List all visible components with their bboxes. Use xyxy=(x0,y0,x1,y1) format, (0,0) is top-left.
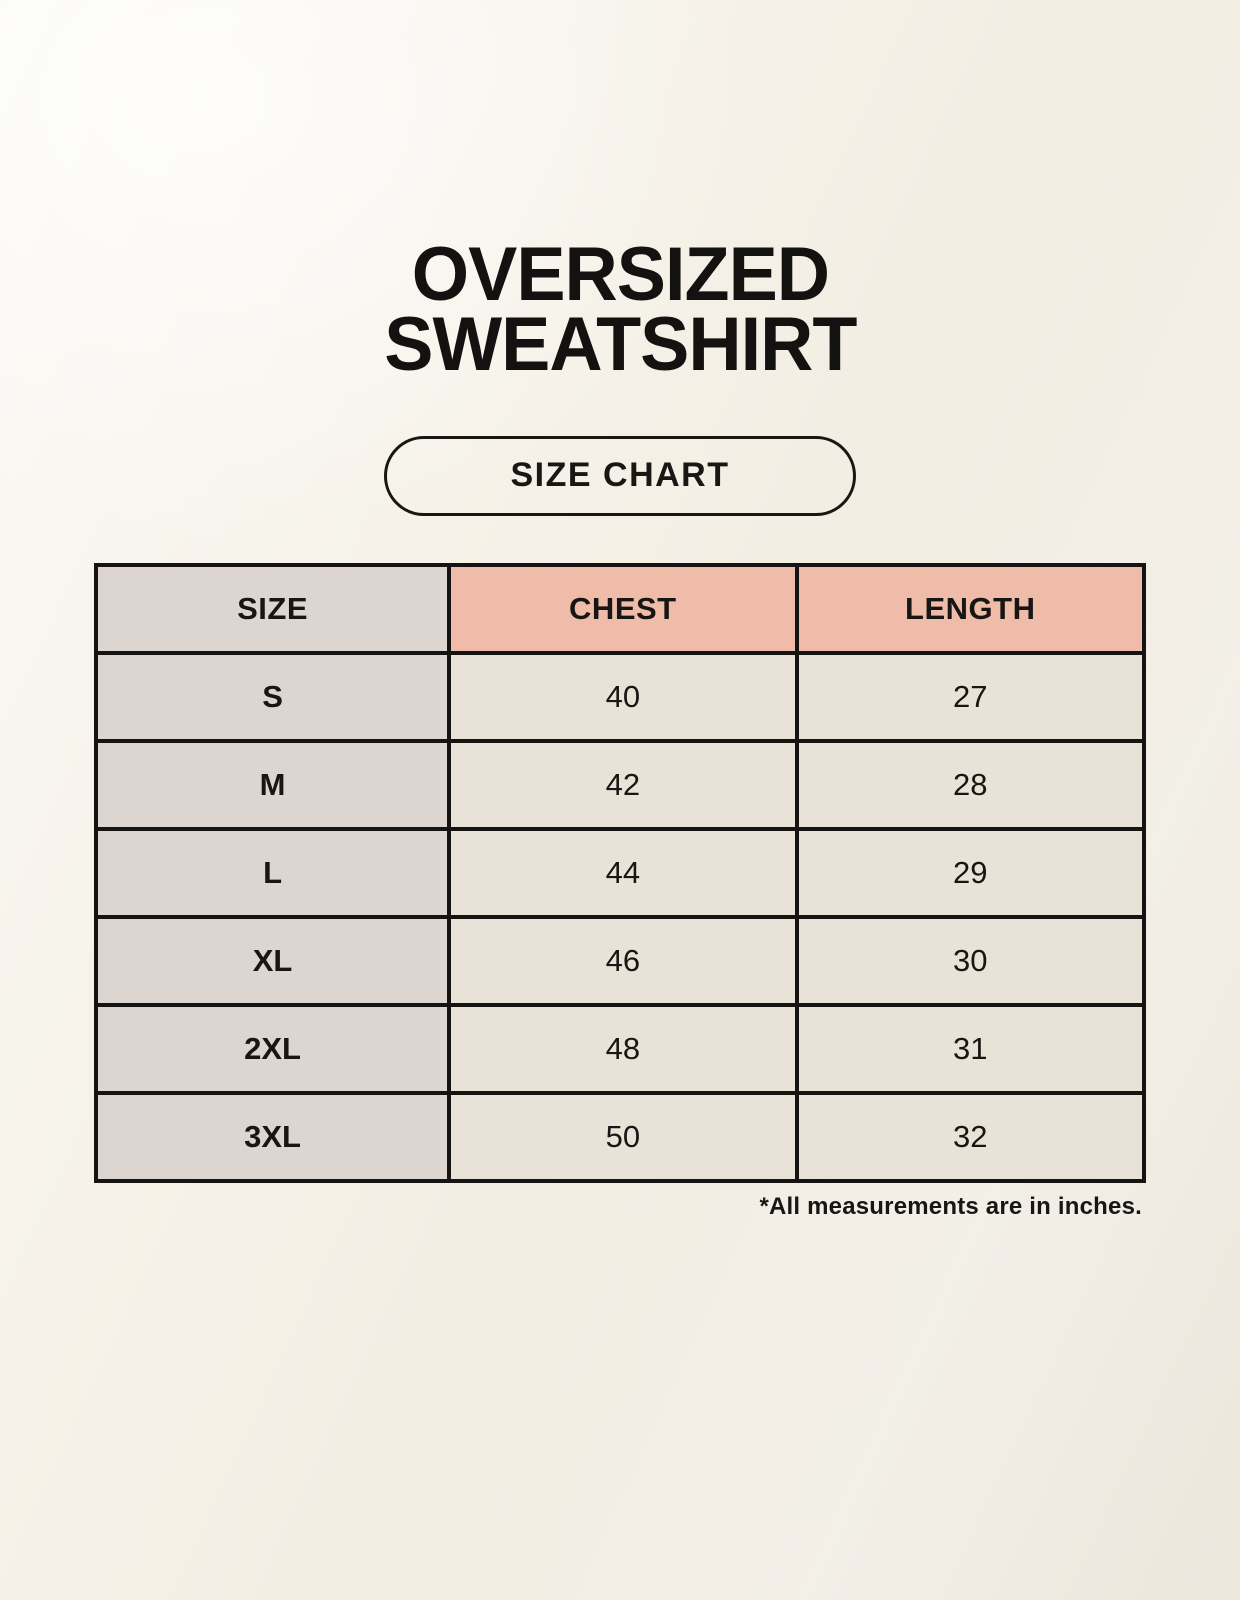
column-header-length: LENGTH xyxy=(794,562,1147,655)
length-value: 29 xyxy=(794,826,1147,919)
chest-value: 50 xyxy=(447,1090,799,1183)
product-title: OVERSIZED SWEATSHIRT xyxy=(383,232,857,387)
column-header-size: SIZE xyxy=(93,562,452,655)
length-value: 31 xyxy=(794,1002,1147,1095)
chest-value: 44 xyxy=(447,826,799,919)
size-label: 3XL xyxy=(93,1090,452,1183)
table-row-m: M 42 28 xyxy=(93,738,1147,831)
table-row-2xl: 2XL 48 31 xyxy=(93,1002,1147,1095)
measurements-footnote: *All measurements are in inches. xyxy=(759,1192,1142,1220)
product-title-line-2: SWEATSHIRT xyxy=(383,301,857,387)
size-chart-table-container: SIZE CHEST LENGTH S 40 27 M 42 28 L xyxy=(93,562,1147,1183)
size-chart-table: SIZE CHEST LENGTH S 40 27 M 42 28 L xyxy=(93,562,1147,1183)
length-value: 27 xyxy=(794,650,1147,743)
length-value: 30 xyxy=(794,914,1147,1007)
product-title-line-1: OVERSIZED xyxy=(411,232,829,317)
table-row-3xl: 3XL 50 32 xyxy=(93,1090,1147,1183)
table-row-l: L 44 29 xyxy=(93,826,1147,919)
chest-value: 48 xyxy=(447,1002,799,1095)
size-label: S xyxy=(93,650,452,743)
table-header-row: SIZE CHEST LENGTH xyxy=(93,562,1147,655)
size-label: L xyxy=(93,826,452,919)
table-row-s: S 40 27 xyxy=(93,650,1147,743)
size-label: 2XL xyxy=(93,1002,452,1095)
size-chart-badge[interactable]: SIZE CHART xyxy=(384,435,856,516)
size-label: XL xyxy=(93,914,452,1007)
length-value: 32 xyxy=(794,1090,1147,1183)
chest-value: 40 xyxy=(447,650,799,743)
size-label: M xyxy=(93,738,452,831)
table-row-xl: XL 46 30 xyxy=(93,914,1147,1007)
chest-value: 42 xyxy=(447,738,799,831)
chest-value: 46 xyxy=(447,914,799,1007)
length-value: 28 xyxy=(794,738,1147,831)
column-header-chest: CHEST xyxy=(447,562,799,655)
